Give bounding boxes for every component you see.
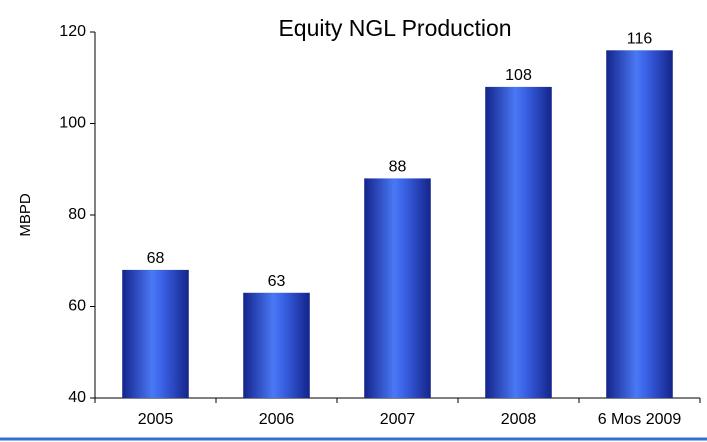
y-axis-label: MBPD xyxy=(17,193,34,237)
x-tick-label: 2007 xyxy=(380,411,416,428)
bar xyxy=(485,86,552,399)
chart-title: Equity NGL Production xyxy=(278,15,511,41)
y-tick-label: 40 xyxy=(68,389,86,406)
data-label: 116 xyxy=(627,31,653,48)
x-tick-label: 6 Mos 2009 xyxy=(598,411,682,428)
data-label: 108 xyxy=(505,67,532,84)
x-tick-label: 2006 xyxy=(259,411,295,428)
y-tick-label: 100 xyxy=(59,115,86,132)
bar xyxy=(122,269,189,398)
data-label: 68 xyxy=(147,250,165,267)
bar xyxy=(243,292,310,398)
data-label: 63 xyxy=(268,273,286,290)
data-label: 88 xyxy=(389,159,407,176)
y-tick-label: 60 xyxy=(68,298,86,315)
y-tick-label: 120 xyxy=(59,23,86,40)
bar xyxy=(364,178,431,398)
y-tick-label: 80 xyxy=(68,206,86,223)
x-tick-label: 2005 xyxy=(138,411,174,428)
bar xyxy=(606,50,673,399)
x-tick-label: 2008 xyxy=(501,411,537,428)
